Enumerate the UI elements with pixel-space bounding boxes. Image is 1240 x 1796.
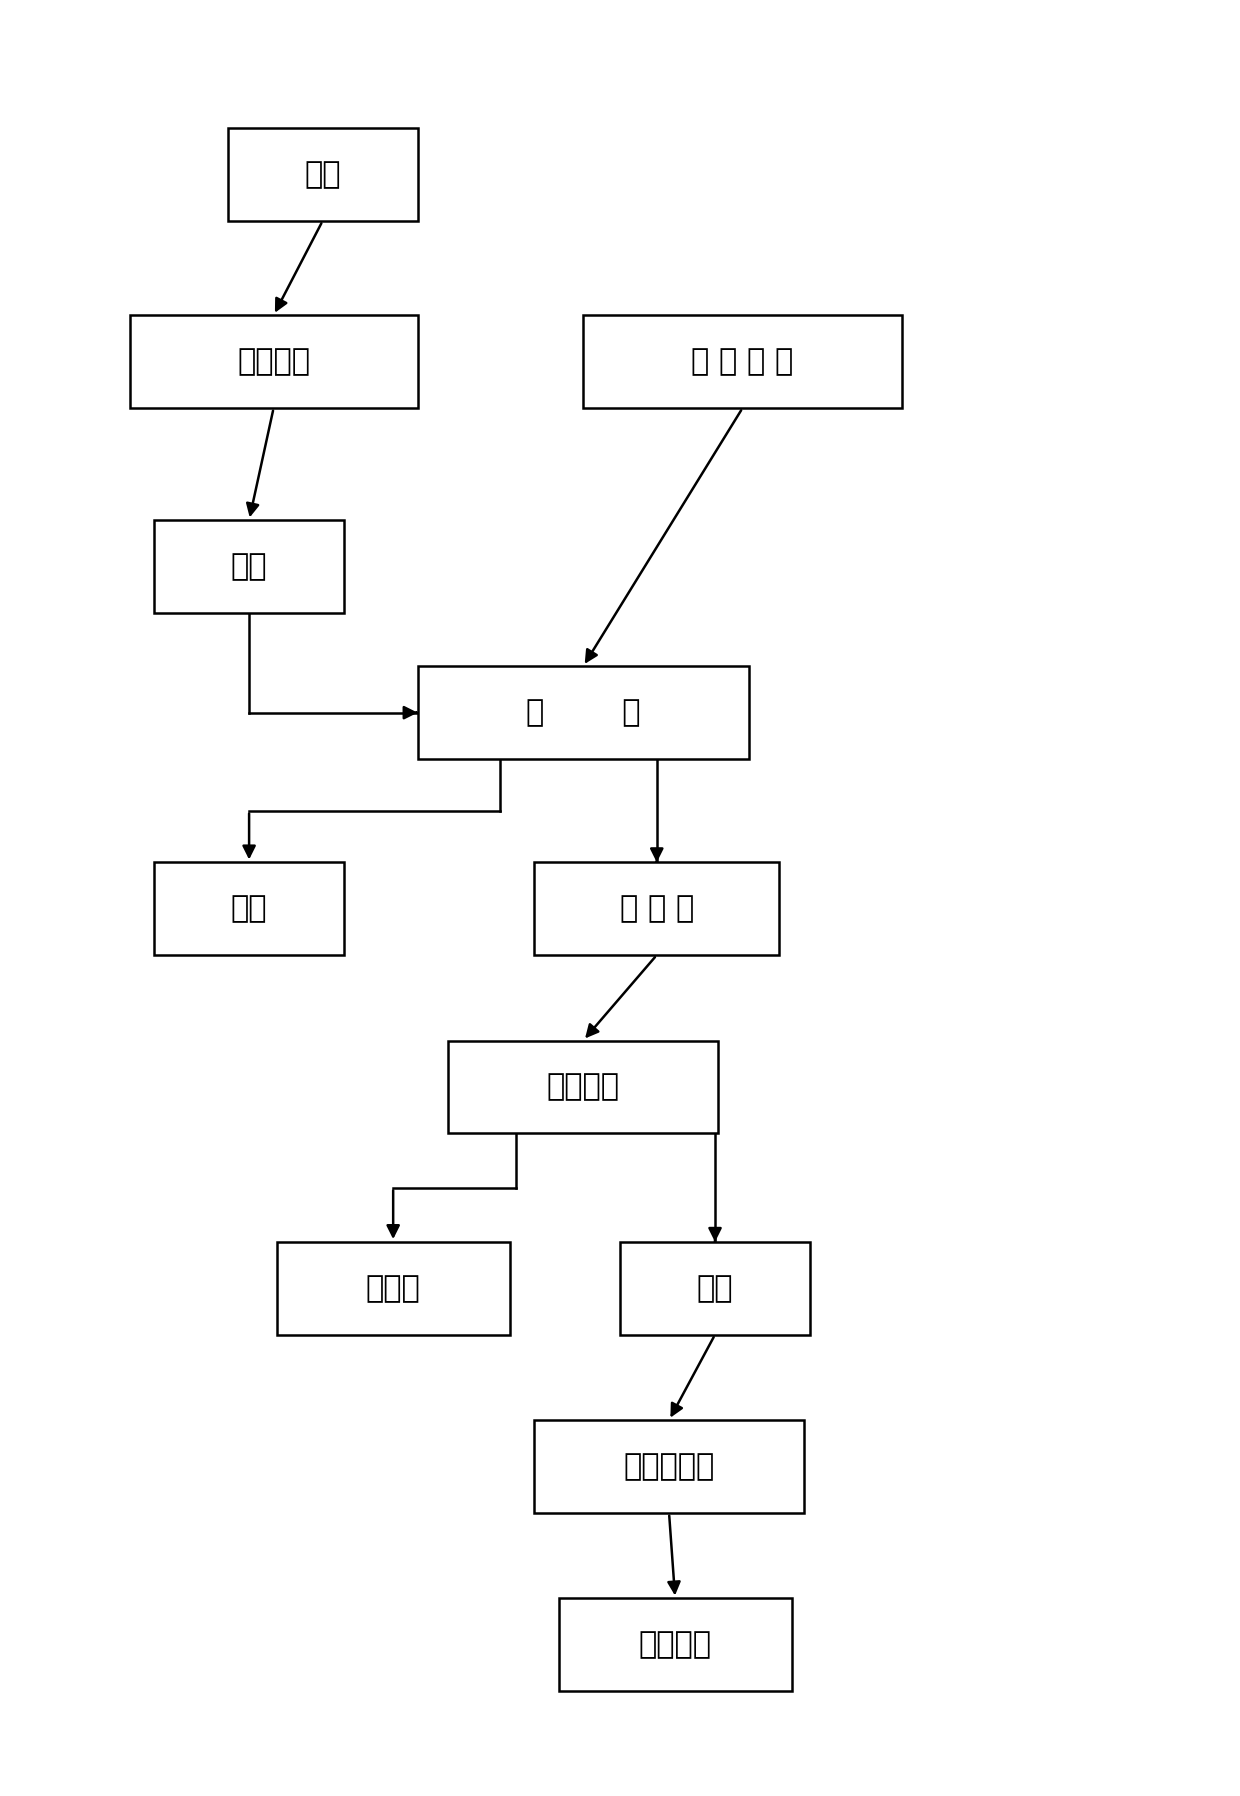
Bar [583, 316, 901, 408]
Bar [534, 1421, 804, 1512]
Text: 锌镉渣: 锌镉渣 [366, 1273, 420, 1302]
Text: 还 原 炉 烟: 还 原 炉 烟 [692, 347, 794, 375]
Text: 达标排放: 达标排放 [639, 1631, 712, 1660]
Text: 污酸: 污酸 [231, 551, 268, 582]
Text: 硫化中和: 硫化中和 [547, 1072, 620, 1101]
Text: 硫化除砷: 硫化除砷 [237, 347, 310, 375]
Bar [620, 1243, 810, 1334]
Text: 浸 出 液: 浸 出 液 [620, 894, 694, 923]
Bar [418, 666, 749, 760]
Bar [228, 128, 418, 221]
Text: 进一步处理: 进一步处理 [624, 1451, 714, 1482]
Bar [129, 316, 418, 408]
Bar [154, 521, 345, 612]
Text: 污酸: 污酸 [304, 160, 341, 189]
Text: 浸        出: 浸 出 [526, 699, 641, 727]
Bar [154, 862, 345, 955]
Bar [534, 862, 780, 955]
Text: 铅渣: 铅渣 [231, 894, 268, 923]
Text: 污水: 污水 [697, 1273, 733, 1302]
Bar [277, 1243, 510, 1334]
Bar [449, 1040, 718, 1133]
Bar [559, 1598, 791, 1692]
